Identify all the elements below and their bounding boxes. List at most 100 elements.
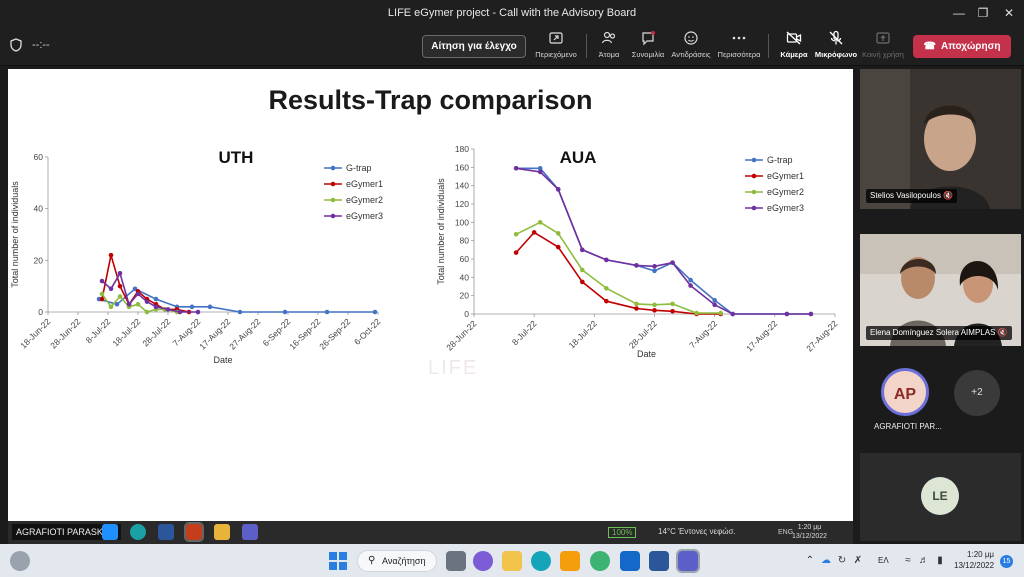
data-point <box>99 296 105 302</box>
more-participants-button[interactable]: +2 <box>954 370 1000 416</box>
people-button[interactable]: Άτομα <box>594 30 624 64</box>
y-tick-label: 160 <box>455 162 469 172</box>
file-explorer-icon[interactable] <box>502 551 522 571</box>
x-tick-label: 6-Oct-22 <box>352 316 383 347</box>
legend-marker <box>751 173 757 179</box>
taskbar-time: 1:20 μμ <box>967 550 995 559</box>
data-point <box>555 187 561 192</box>
presenter-taskbar: AGRAFIOTI PARASKEVI 100% 14°C Έντονες νε… <box>8 521 853 544</box>
notification-badge[interactable]: 15 <box>1000 555 1013 568</box>
leave-button[interactable]: ☎ Αποχώρηση <box>913 35 1011 58</box>
teams-icon <box>242 524 258 540</box>
taskbar-search[interactable]: Αναζήτηση <box>357 550 437 572</box>
word-icon[interactable] <box>649 551 669 571</box>
participant-tile[interactable]: AP AGRAFIOTI PAR... <box>860 360 1021 440</box>
y-tick-label: 80 <box>460 236 470 246</box>
start-icon[interactable] <box>328 551 348 571</box>
y-tick-label: 0 <box>464 309 469 319</box>
data-point <box>324 309 330 315</box>
y-axis-title: Total number of individuals <box>10 181 20 288</box>
taskbar-language[interactable]: ΕΛ <box>878 556 889 565</box>
data-point <box>153 304 159 310</box>
mic-button[interactable]: Μικρόφωνο <box>814 30 858 64</box>
weather-icon[interactable] <box>10 551 30 571</box>
participant-tile[interactable]: LE <box>860 453 1021 541</box>
chat-app-icon[interactable] <box>473 551 493 571</box>
participant-tile[interactable]: Stelios Vasilopoulos 🔇 <box>860 69 1021 209</box>
taskbar-clock[interactable]: 1:20 μμ 13/12/2022 <box>954 549 994 571</box>
x-tick-label: 17-Aug-22 <box>744 318 779 353</box>
chevron-up-icon[interactable]: ⌃ <box>805 555 815 566</box>
reactions-button[interactable]: Αντιδράσεις <box>670 30 712 64</box>
sync-icon[interactable]: ↻ <box>837 555 847 566</box>
participant-tile[interactable]: Elena Domínguez Solera AIMPLAS 🔇 <box>860 234 1021 346</box>
data-point <box>730 311 736 317</box>
data-point <box>670 260 675 265</box>
legend-label: G-trap <box>346 163 372 173</box>
data-point <box>513 250 519 255</box>
legend-marker <box>330 165 336 171</box>
participant-name: Stelios Vasilopoulos 🔇 <box>866 189 958 203</box>
data-point <box>237 309 243 315</box>
participant-name: AGRAFIOTI PAR... <box>874 422 942 431</box>
series-line-egymer3 <box>101 272 198 313</box>
x-tick-label: 18-Jul-22 <box>567 318 599 350</box>
data-point <box>808 311 814 317</box>
data-point <box>165 307 171 312</box>
series-line-egymer2 <box>515 221 721 314</box>
battery-indicator: 100% <box>608 527 637 538</box>
close-button[interactable]: ✕ <box>1003 6 1015 20</box>
content-button[interactable]: Περιεχόμενο <box>533 30 579 64</box>
teams-icon[interactable] <box>676 549 700 573</box>
share-screen-icon <box>549 32 563 44</box>
request-control-button[interactable]: Αίτηση για έλεγχο <box>422 35 526 58</box>
y-tick-label: 140 <box>455 181 469 191</box>
reactions-label: Αντιδράσεις <box>671 50 711 59</box>
data-point <box>652 302 657 308</box>
chat-button[interactable]: Συνομιλία <box>630 30 666 64</box>
share-tray-button[interactable]: Κοινή χρήση <box>862 30 904 64</box>
chrome-icon[interactable] <box>590 551 610 571</box>
x-tick-label: 28-Jun-22 <box>444 318 478 352</box>
presenter-time: 1:20 μμ <box>797 524 822 531</box>
task-view-icon[interactable] <box>446 551 466 571</box>
data-point <box>99 291 105 297</box>
outlook-icon[interactable] <box>620 551 640 571</box>
onedrive-icon[interactable]: ☁ <box>821 555 831 566</box>
data-point <box>712 302 717 308</box>
wifi-icon[interactable]: ≈ <box>905 555 911 566</box>
camera-button[interactable]: Κάμερα <box>778 30 810 64</box>
volume-icon[interactable]: ♬ <box>919 555 929 566</box>
maximize-button[interactable]: ❐ <box>977 6 989 20</box>
y-tick-label: 60 <box>34 152 44 162</box>
data-point <box>580 247 585 253</box>
data-point <box>537 165 543 171</box>
data-point <box>144 299 150 304</box>
more-button[interactable]: Περισσότερα <box>716 30 762 64</box>
toolbar-divider <box>768 34 769 58</box>
legend-label: eGymer1 <box>767 171 804 181</box>
y-tick-label: 20 <box>460 291 470 301</box>
title-bar: LIFE eGymer project - Call with the Advi… <box>0 0 1024 26</box>
data-point <box>555 244 561 250</box>
data-point <box>580 267 585 273</box>
data-point <box>634 263 639 268</box>
window-title: LIFE eGymer project - Call with the Advi… <box>387 7 637 19</box>
powerpoint-icon <box>184 522 204 542</box>
skype-icon <box>102 524 118 540</box>
legend-marker <box>330 197 336 203</box>
store-icon[interactable] <box>560 551 580 571</box>
data-point <box>652 268 657 274</box>
battery-icon[interactable]: ▮ <box>937 555 943 566</box>
chat-label: Συνομιλία <box>631 50 665 59</box>
more-label: Περισσότερα <box>717 50 761 59</box>
mic-muted-tray-icon[interactable]: ✗ <box>853 555 863 566</box>
series-line-g-trap <box>98 288 375 313</box>
x-tick-label: 18-Jun-22 <box>18 316 52 350</box>
data-point <box>537 220 543 225</box>
edge-icon[interactable] <box>531 551 551 571</box>
data-point <box>688 277 693 283</box>
data-point <box>555 231 561 236</box>
minimize-button[interactable]: — <box>953 6 965 20</box>
